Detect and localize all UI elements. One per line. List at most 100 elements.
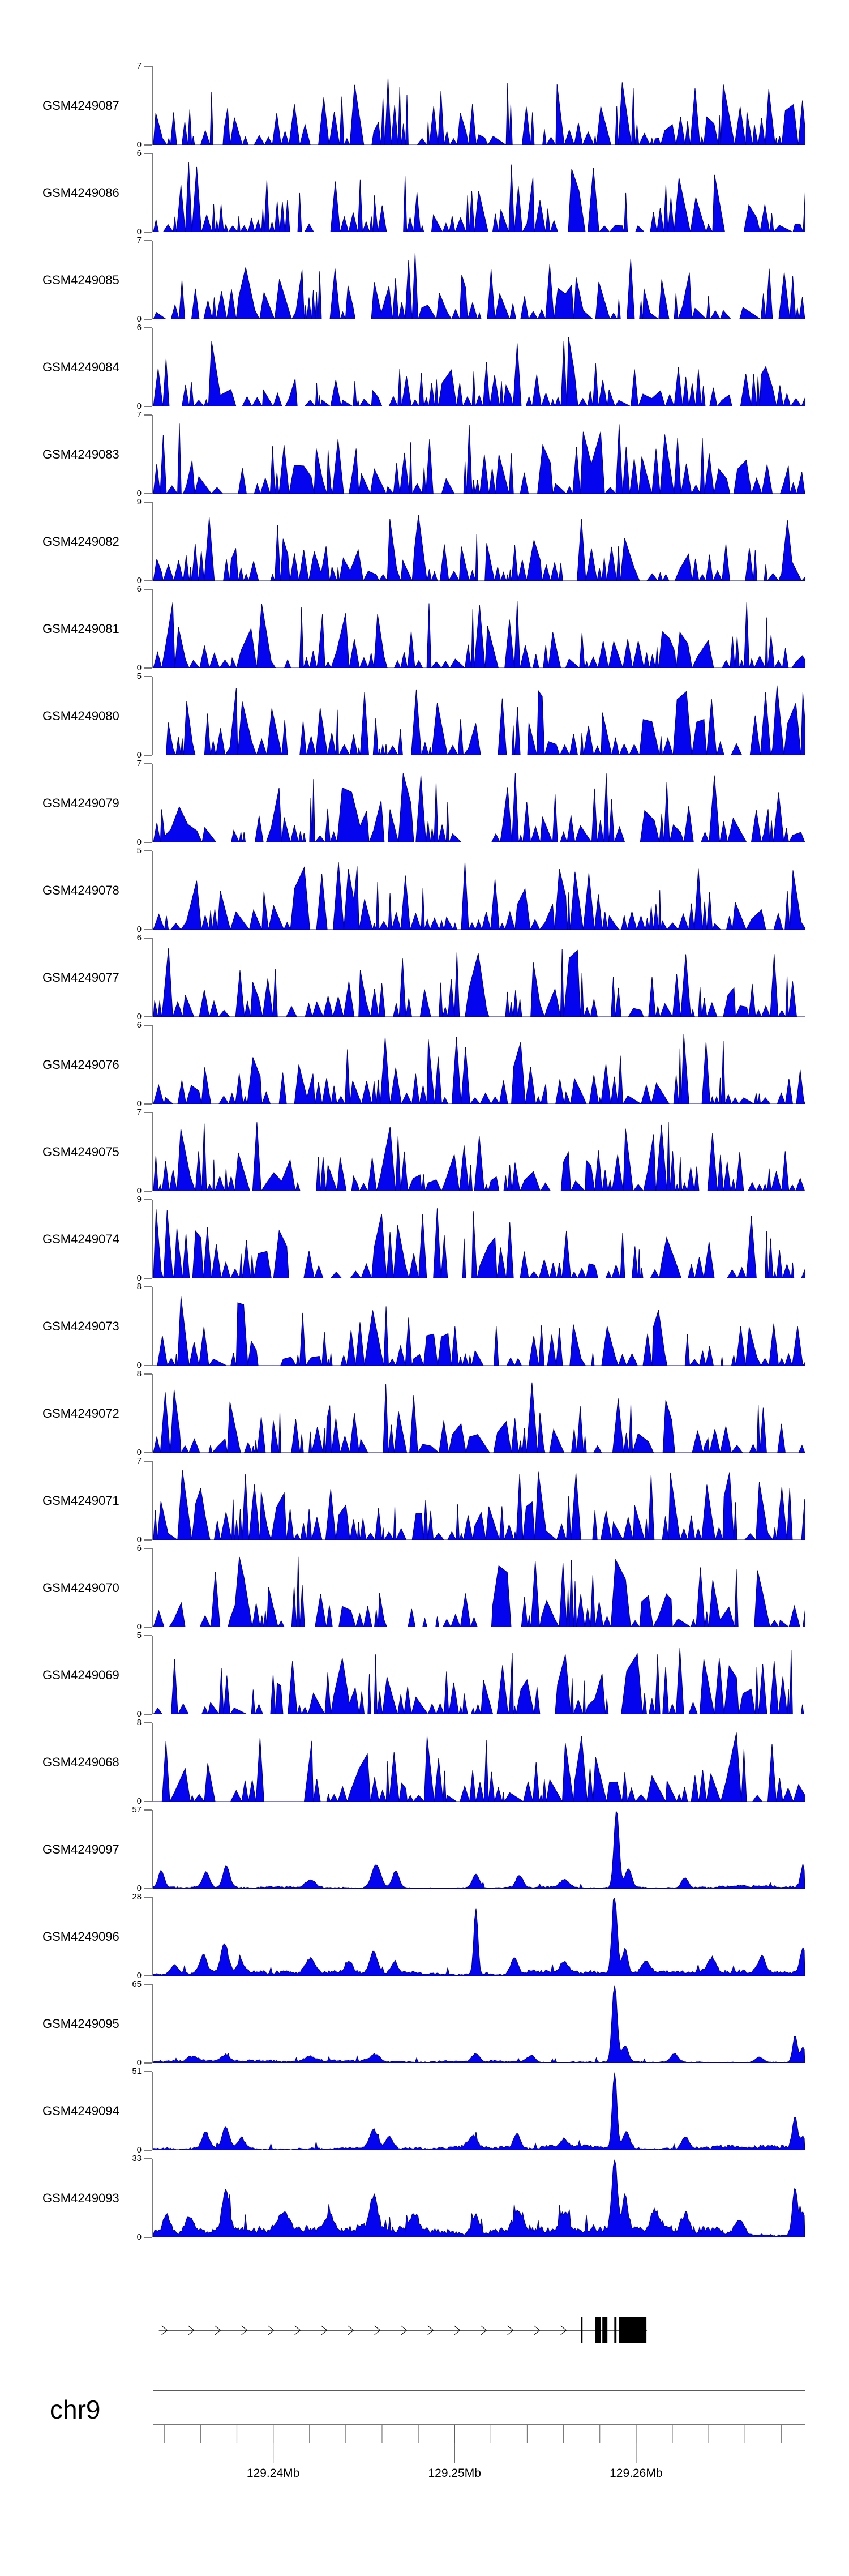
y-axis-bracket [144,1365,152,1366]
signal-track-row: GSM4249093 33 0 [0,2154,849,2242]
y-axis-bracket [144,144,152,146]
signal-area [153,1296,805,1366]
y-axis-bracket [152,589,153,668]
signal-area [153,1470,805,1540]
track-signal-plot [153,2159,805,2237]
signal-track-row: GSM4249083 7 0 [0,410,849,498]
strand-arrow-icon [401,2325,408,2335]
y-axis-bracket [144,1286,152,1287]
track-signal-plot [153,1811,805,1889]
y-axis-bracket [144,1199,152,1200]
y-axis-bracket [152,1984,153,2063]
track-ymin-label: 0 [136,1099,142,1109]
track-signal-plot [153,862,805,930]
track-sample-label: GSM4249073 [42,1319,119,1333]
signal-track-row: GSM4249087 7 0 [0,62,849,149]
track-ymax-label: 65 [132,1979,142,1989]
track-signal-plot [153,685,805,755]
y-axis-bracket [152,415,153,494]
track-ymax-label: 7 [136,1107,142,1117]
signal-track-row: GSM4249084 6 0 [0,323,849,411]
signal-track-row: GSM4249095 65 0 [0,1980,849,2068]
strand-arrow-icon [560,2325,567,2335]
strand-arrow-icon [374,2325,381,2335]
track-signal-plot [153,1122,805,1191]
y-axis-bracket [152,153,153,232]
track-sample-label: GSM4249070 [42,1580,119,1595]
track-sample-label: GSM4249094 [42,2103,119,2118]
track-sample-label: GSM4249085 [42,272,119,287]
y-axis-bracket [152,241,153,319]
signal-area [153,601,805,668]
track-ymin-label: 0 [136,576,142,585]
track-ymin-label: 0 [136,140,142,149]
track-ymax-label: 8 [136,1718,142,1727]
track-signal-plot [153,1382,805,1453]
signal-area [153,423,805,494]
track-ymax-label: 8 [136,1282,142,1291]
track-ymin-label: 0 [136,750,142,760]
y-axis-bracket [144,676,152,677]
axis-tick-label: 129.25Mb [428,2467,481,2480]
track-ymax-label: 6 [136,323,142,332]
track-ymax-label: 5 [136,846,142,855]
strand-arrow-icon [321,2325,328,2335]
track-sample-label: GSM4249086 [42,185,119,200]
genome-axis: 129.24Mb 129.25Mb 129.26Mb [153,2424,805,2480]
y-axis-bracket [152,1810,153,1889]
track-ymin-label: 0 [136,1971,142,1980]
track-ymax-label: 7 [136,1456,142,1466]
signal-area [153,1034,805,1104]
track-ymin-label: 0 [136,663,142,673]
y-axis-bracket [144,580,152,581]
exon-block [581,2317,583,2343]
track-signal-plot [153,1648,805,1714]
track-ymax-label: 7 [136,61,142,71]
y-axis-bracket [144,929,152,930]
y-axis-bracket [152,764,153,842]
y-axis-bracket [152,328,153,406]
track-ymin-label: 0 [136,1273,142,1283]
signal-area [153,1985,805,2063]
track-ymin-label: 0 [136,1012,142,1021]
track-sample-label: GSM4249082 [42,534,119,549]
track-sample-label: GSM4249071 [42,1493,119,1508]
signal-track-row: GSM4249080 5 0 [0,672,849,760]
track-sample-label: GSM4249095 [42,2016,119,2031]
exon-block [595,2317,601,2343]
y-axis-bracket [144,493,152,494]
signal-area [153,2159,805,2237]
signal-track-row: GSM4249082 9 0 [0,498,849,585]
signal-area [153,2072,805,2150]
track-ymin-label: 0 [136,2232,142,2242]
y-axis-bracket [152,1287,153,1366]
y-axis-bracket [144,850,152,851]
track-ymax-label: 6 [136,1543,142,1553]
signal-area [153,515,805,581]
track-ymin-label: 0 [136,1448,142,1457]
track-ymax-label: 51 [132,2066,142,2076]
track-ymax-label: 6 [136,584,142,594]
signal-area [153,337,805,406]
strand-arrow-icon [481,2325,487,2335]
track-sample-label: GSM4249096 [42,1929,119,1944]
track-sample-label: GSM4249075 [42,1144,119,1159]
signal-area [153,1897,805,1976]
y-axis-bracket [144,667,152,669]
signal-track-row: GSM4249068 8 0 [0,1718,849,1806]
track-ymin-label: 0 [136,314,142,324]
y-axis-bracket [144,1975,152,1976]
track-ymin-label: 0 [136,1884,142,1893]
signal-track-row: GSM4249070 6 0 [0,1544,849,1632]
signal-area [153,1556,805,1627]
y-axis-bracket [152,1200,153,1278]
signal-area [153,685,805,755]
track-ymax-label: 9 [136,497,142,507]
strand-arrow-icon [427,2325,434,2335]
track-ymin-label: 0 [136,1796,142,1806]
track-signal-plot [153,1985,805,2063]
exon-block [619,2317,647,2343]
track-ymax-label: 7 [136,410,142,420]
strand-arrow-icon [507,2325,514,2335]
